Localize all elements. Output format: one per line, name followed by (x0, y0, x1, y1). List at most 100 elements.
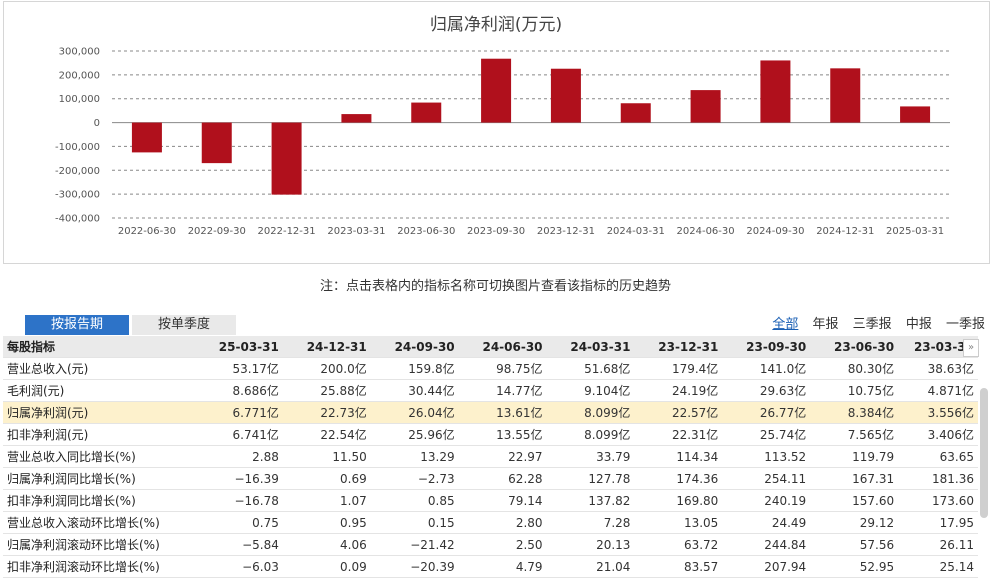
table-cell: −20.39 (370, 555, 459, 578)
table-row: 营业总收入同比增长(%) 2.88 11.50 13.29 22.97 33.79 114.… (3, 445, 978, 468)
period-interim[interactable]: 中报 (905, 317, 932, 332)
y-tick-label: 0 (94, 118, 100, 129)
tab-by-quarter[interactable]: 按单季度 (132, 315, 236, 335)
table-cell: 17.95 (898, 511, 978, 534)
table-cell: 3.556亿 (898, 401, 978, 424)
table-cell: −6.03 (194, 555, 283, 578)
table-cell: 29.12 (810, 511, 899, 534)
period-q3[interactable]: 三季报 (852, 317, 892, 332)
table-cell: 167.31 (810, 467, 899, 490)
table-cell: 52.95 (810, 555, 899, 578)
table-cell: 181.36 (898, 467, 978, 490)
table-cell: −16.39 (194, 467, 283, 490)
table-cell: 114.34 (634, 445, 723, 468)
bar[interactable] (550, 68, 581, 123)
period-q1[interactable]: 一季报 (945, 317, 985, 332)
x-tick-label: 2023-06-30 (397, 226, 455, 237)
column-header: 23-06-30 (810, 336, 899, 358)
bar[interactable] (830, 68, 861, 123)
bar[interactable] (411, 102, 442, 123)
bar[interactable] (341, 114, 372, 123)
indicator-name[interactable]: 归属净利润同比增长(%) (3, 467, 195, 490)
table-cell: 3.406亿 (898, 423, 978, 446)
table-cell: 7.28 (546, 511, 635, 534)
table-cell: 169.80 (634, 489, 723, 512)
bar[interactable] (271, 122, 302, 195)
x-tick-label: 2023-09-30 (467, 226, 525, 237)
indicator-name[interactable]: 营业总收入同比增长(%) (3, 445, 195, 468)
table-cell: 1.07 (282, 489, 371, 512)
x-tick-label: 2022-09-30 (188, 226, 246, 237)
column-header: 24-09-30 (370, 336, 459, 358)
column-header: 24-03-31 (546, 336, 635, 358)
table-cell: 159.8亿 (370, 357, 459, 380)
table-cell: 0.95 (282, 511, 371, 534)
bar[interactable] (481, 58, 512, 123)
table-cell: 13.55亿 (458, 423, 547, 446)
x-tick-label: 2022-06-30 (118, 226, 176, 237)
table-cell: 24.49 (722, 511, 811, 534)
vertical-scrollbar[interactable] (980, 388, 988, 518)
column-header: 24-12-31 (282, 336, 371, 358)
table-cell: 13.05 (634, 511, 723, 534)
tab-by-report[interactable]: 按报告期 (25, 315, 129, 335)
column-header: 25-03-31 (194, 336, 283, 358)
table-cell: 7.565亿 (810, 423, 899, 446)
table-cell: 10.75亿 (810, 379, 899, 402)
table-cell: 80.30亿 (810, 357, 899, 380)
table-cell: 25.74亿 (722, 423, 811, 446)
indicator-name[interactable]: 营业总收入(元) (3, 357, 195, 380)
x-tick-label: 2024-09-30 (746, 226, 804, 237)
indicator-name[interactable]: 扣非净利润(元) (3, 423, 195, 446)
table-cell: 244.84 (722, 533, 811, 556)
indicator-name[interactable]: 扣非净利润同比增长(%) (3, 489, 195, 512)
indicator-name[interactable]: 营业总收入滚动环比增长(%) (3, 511, 195, 534)
table-row: 扣非净利润同比增长(%) −16.78 1.07 0.85 79.14 137.82 169… (3, 489, 978, 512)
bar[interactable] (201, 122, 232, 164)
table-header: 每股指标 25-03-31 24-12-31 24-09-30 24-06-30 24-… (3, 336, 978, 358)
table-cell: 141.0亿 (722, 357, 811, 380)
table-cell: 6.771亿 (194, 401, 283, 424)
table-cell: 137.82 (546, 489, 635, 512)
table-cell: −16.78 (194, 489, 283, 512)
bar[interactable] (900, 106, 931, 123)
y-tick-label: 100,000 (59, 94, 100, 105)
y-tick-label: -200,000 (55, 166, 100, 177)
bar[interactable] (760, 60, 791, 123)
indicator-name[interactable]: 归属净利润滚动环比增长(%) (3, 533, 195, 556)
scroll-right-button[interactable]: » (963, 339, 979, 357)
table-cell: 98.75亿 (458, 357, 547, 380)
table-cell: 157.60 (810, 489, 899, 512)
indicator-name[interactable]: 毛利润(元) (3, 379, 195, 402)
table-cell: 62.28 (458, 467, 547, 490)
y-tick-label: 200,000 (59, 70, 100, 81)
table-cell: 53.17亿 (194, 357, 283, 380)
table-cell: 24.19亿 (634, 379, 723, 402)
bar[interactable] (690, 90, 721, 123)
table-cell: 13.61亿 (458, 401, 547, 424)
table-row: 营业总收入(元) 53.17亿 200.0亿 159.8亿 98.75亿 51.68亿 17… (3, 357, 978, 380)
y-tick-label: 300,000 (59, 47, 100, 58)
table-row: 扣非净利润(元) 6.741亿 22.54亿 25.96亿 13.55亿 8.099亿 22… (3, 423, 978, 446)
table-cell: 173.60 (898, 489, 978, 512)
table-cell: 22.73亿 (282, 401, 371, 424)
table-cell: 26.04亿 (370, 401, 459, 424)
table-cell: 8.099亿 (546, 401, 635, 424)
table-cell: 26.77亿 (722, 401, 811, 424)
table-cell: 0.69 (282, 467, 371, 490)
bar[interactable] (620, 103, 651, 123)
table-cell: 2.88 (194, 445, 283, 468)
table-cell: 14.77亿 (458, 379, 547, 402)
table-cell: 22.97 (458, 445, 547, 468)
period-all[interactable]: 全部 (772, 317, 799, 332)
indicator-name[interactable]: 归属净利润(元) (3, 401, 195, 424)
indicator-name[interactable]: 扣非净利润滚动环比增长(%) (3, 555, 195, 578)
table-cell: 8.686亿 (194, 379, 283, 402)
table-cell: 0.15 (370, 511, 459, 534)
chart-note: 注：点击表格内的指标名称可切换图片查看该指标的历史趋势 (319, 279, 671, 294)
table-cell: 25.96亿 (370, 423, 459, 446)
bar[interactable] (131, 122, 162, 153)
table-cell: 6.741亿 (194, 423, 283, 446)
period-annual[interactable]: 年报 (812, 317, 839, 332)
table-row: 毛利润(元) 8.686亿 25.88亿 30.44亿 14.77亿 9.104亿 24.1… (3, 379, 978, 402)
